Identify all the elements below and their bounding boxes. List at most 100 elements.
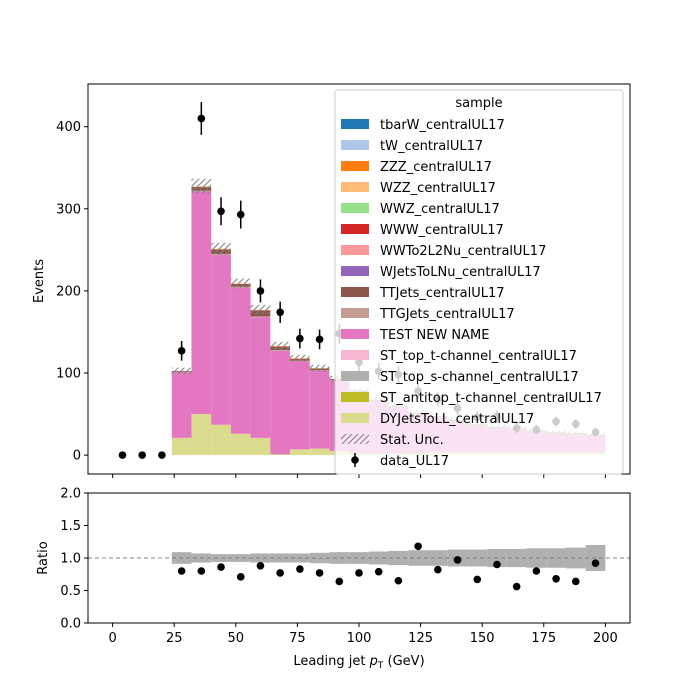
ratio-x-tick-label-150: 150: [470, 631, 495, 646]
data-point-7: [256, 287, 265, 295]
legend-swatch-1: [341, 140, 369, 150]
ratio-y-tick-label-2: 2.0: [60, 487, 81, 502]
stack-bar-DYJetsToLL_centralUL17-2: [211, 424, 231, 456]
data-point-8: [276, 308, 284, 317]
ratio-y-axis-label: Ratio: [36, 541, 51, 574]
stat-unc-band-7: [309, 364, 330, 372]
legend-swatch-12: [341, 371, 369, 381]
ratio-point-5: [276, 569, 284, 577]
ratio-point-4: [256, 562, 265, 570]
ratio-point-19: [552, 575, 560, 583]
data-point-3: [177, 347, 186, 355]
legend-label-9: TTGJets_centralUL17: [379, 307, 515, 322]
legend-swatch-0: [341, 119, 369, 129]
stack-bar-TEST NEW NAME-6: [290, 361, 310, 450]
stack-bar-TEST NEW NAME-1: [191, 191, 212, 415]
legend-swatch-11: [341, 350, 369, 360]
ratio-y-tick-label-1: 1.0: [60, 552, 81, 567]
ratio-x-ticks: 0 25 50 75 100 125 150 175 200: [108, 623, 618, 646]
legend-label-5: WWW_centralUL17: [380, 223, 504, 238]
legend-swatch-14: [341, 413, 369, 423]
stack-bar-TEST NEW NAME-0: [171, 372, 192, 438]
ratio-point-1: [197, 567, 206, 575]
ratio-unc-band-9: [349, 552, 369, 564]
legend-swatch-15: [341, 434, 369, 444]
stack-bar-DYJetsToLL_centralUL17-6: [290, 449, 310, 456]
ratio-x-tick-label-25: 25: [166, 631, 183, 646]
main-y-tick-label-300: 300: [56, 202, 81, 217]
stack-bar-TTGJets_centralUL17-4: [250, 316, 271, 318]
ratio-point-21: [591, 559, 600, 567]
main-y-tick-label-100: 100: [56, 367, 81, 382]
legend-swatch-8: [341, 287, 369, 297]
legend-label-3: WZZ_centralUL17: [380, 181, 496, 196]
legend-swatch-13: [341, 392, 369, 402]
ratio-point-16: [493, 560, 501, 569]
ratio-point-13: [434, 565, 442, 574]
data-point-6: [236, 210, 245, 219]
stack-bar-TEST NEW NAME-3: [230, 287, 251, 434]
stat-unc-band-0: [171, 367, 192, 375]
ratio-point-15: [473, 575, 482, 584]
ratio-point-14: [453, 556, 462, 564]
legend-title: sample: [455, 96, 502, 111]
stack-bar-DYJetsToLL_centralUL17-0: [171, 437, 192, 456]
data-point-9: [296, 334, 304, 343]
stat-unc-band-4: [250, 304, 271, 315]
stat-unc-band-6: [290, 354, 310, 362]
ratio-unc-band-15: [467, 549, 488, 567]
legend-label-8: TTJets_centralUL17: [379, 286, 505, 301]
data-point-2: [158, 451, 166, 459]
main-y-tick-label-0: 0: [73, 449, 81, 464]
stack-bar-TEST NEW NAME-2: [211, 254, 231, 425]
ratio-y-ticks: 0.0 0.5 1.0 1.5 2.0: [60, 487, 88, 632]
ratio-point-6: [296, 565, 304, 573]
ratio-unc-band-8: [329, 552, 350, 564]
stat-unc-band-5: [270, 341, 291, 351]
ratio-marks: [88, 542, 630, 591]
ratio-point-17: [512, 582, 521, 591]
legend-label-6: WWTo2L2Nu_centralUL17: [380, 244, 546, 259]
ratio-y-tick-label-0.5: 0.5: [60, 584, 81, 599]
legend-label-4: WWZ_centralUL17: [380, 202, 500, 217]
legend-swatch-5: [341, 224, 369, 234]
ratio-point-11: [394, 576, 403, 585]
stack-bar-TEST NEW NAME-5: [270, 350, 291, 455]
ratio-y-tick-label-1.5: 1.5: [60, 519, 81, 534]
data-point-5: [217, 207, 225, 216]
ratio-point-3: [236, 573, 245, 581]
ratio-point-20: [572, 577, 580, 586]
stack-bar-TEST NEW NAME-4: [250, 317, 271, 438]
ratio-unc-band-4: [250, 553, 271, 563]
stack-bar-DYJetsToLL_centralUL17-3: [230, 433, 251, 456]
ratio-x-tick-label-200: 200: [593, 631, 618, 646]
main-x-ticks: [112, 474, 606, 478]
ratio-point-12: [414, 542, 422, 551]
stack-bar-TTGJets_centralUL17-5: [270, 350, 291, 351]
legend-marker-16: [351, 456, 359, 464]
ratio-point-8: [335, 577, 344, 586]
legend-swatch-10: [341, 329, 369, 339]
legend-label-7: WJetsToLNu_centralUL17: [380, 265, 541, 280]
ratio-point-2: [217, 563, 225, 571]
ratio-unc-band-13: [427, 550, 448, 566]
ratio-x-tick-label-100: 100: [347, 631, 372, 646]
data-point-10: [315, 335, 324, 344]
ratio-point-9: [355, 569, 363, 577]
main-y-axis-label: Events: [32, 259, 47, 303]
legend-swatch-6: [341, 245, 369, 255]
legend-label-2: ZZZ_centralUL17: [380, 160, 492, 175]
ratio-x-tick-label-75: 75: [289, 631, 306, 646]
legend-label-13: ST_antitop_t-channel_centralUL17: [380, 391, 602, 406]
main-y-tick-label-200: 200: [56, 284, 81, 299]
stack-bar-DYJetsToLL_centralUL17-1: [191, 414, 212, 456]
legend-label-14: DYJetsToLL_centralUL17: [380, 412, 534, 427]
ratio-y-tick-label-0: 0.0: [60, 617, 81, 632]
legend-swatch-7: [341, 266, 369, 276]
x-axis-label: Leading jet pT (GeV): [293, 654, 424, 671]
data-point-1: [138, 451, 146, 459]
stack-bar-DYJetsToLL_centralUL17-4: [250, 437, 271, 456]
ratio-point-0: [177, 567, 186, 575]
ratio-point-18: [532, 567, 541, 575]
